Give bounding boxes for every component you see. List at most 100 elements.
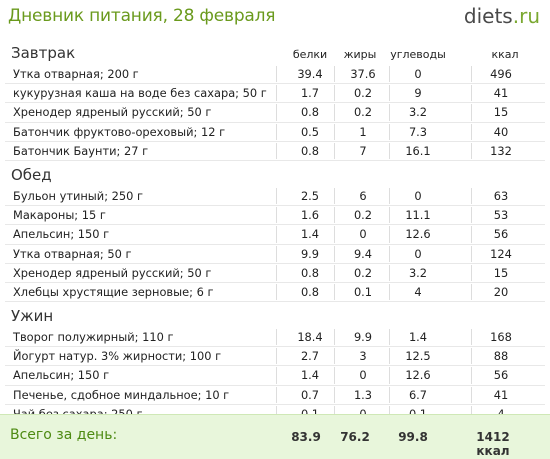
food-protein: 1.7 <box>300 86 320 101</box>
food-row: Йогурт натур. 3% жирности; 100 г 2.7 3 12.5… <box>5 347 545 367</box>
column-divider <box>334 264 335 281</box>
food-protein: 0.8 <box>300 143 320 158</box>
food-kcal: 124 <box>490 246 512 261</box>
food-name: Йогурт натур. 3% жирности; 100 г <box>13 349 222 364</box>
totals-kcal: 1412 ккал <box>476 430 510 458</box>
food-kcal: 63 <box>493 188 509 203</box>
column-header-kcal: ккал <box>491 48 519 61</box>
food-kcal: 41 <box>493 86 509 101</box>
food-row: Бульон утиный; 250 г 2.5 6 0 63 <box>5 187 545 207</box>
column-divider <box>334 104 335 121</box>
column-divider <box>276 264 277 281</box>
column-divider <box>276 66 277 83</box>
column-divider <box>334 207 335 224</box>
food-name: Макароны; 15 г <box>13 208 106 223</box>
column-divider <box>276 245 277 262</box>
column-divider <box>334 66 335 83</box>
page-header: Дневник питания, 28 февраля diets.ru <box>0 0 550 38</box>
column-divider <box>276 283 277 301</box>
column-divider <box>276 85 277 102</box>
column-header-carbs: углеводы <box>390 48 446 61</box>
column-divider <box>389 104 390 121</box>
section-header: Завтрак белки жиры углеводы ккал <box>5 44 545 65</box>
page-title: Дневник питания, 28 февраля <box>8 6 276 26</box>
food-protein: 18.4 <box>297 330 323 345</box>
food-fat: 37.6 <box>350 67 376 81</box>
food-row: Апельсин; 150 г 1.4 0 12.6 56 <box>5 366 545 386</box>
column-divider <box>389 207 390 224</box>
column-divider <box>471 123 472 140</box>
diary-table: Завтрак белки жиры углеводы ккал Утка отварна… <box>5 44 545 424</box>
food-protein: 0.8 <box>300 265 320 280</box>
column-divider <box>334 142 335 159</box>
food-carbs: 12.6 <box>405 368 431 383</box>
food-kcal: 53 <box>493 208 509 223</box>
section-title: Ужин <box>11 307 54 326</box>
food-name: кукурузная каша на воде без сахара; 50 г <box>13 86 267 101</box>
food-carbs: 4 <box>414 284 422 299</box>
column-divider <box>334 187 335 205</box>
column-divider <box>389 264 390 281</box>
column-divider <box>334 226 335 243</box>
food-protein: 1.4 <box>300 227 320 242</box>
column-divider <box>471 348 472 365</box>
food-protein: 2.5 <box>300 188 320 203</box>
food-fat: 0 <box>333 407 393 421</box>
site-logo[interactable]: diets.ru <box>464 4 540 28</box>
food-kcal: 15 <box>493 265 509 280</box>
column-divider <box>471 405 472 422</box>
column-divider <box>334 348 335 365</box>
column-divider <box>389 367 390 384</box>
food-name: Хлебцы хрустящие зерновые; 6 г <box>13 284 214 299</box>
food-kcal: 20 <box>493 284 509 299</box>
column-divider <box>334 405 335 422</box>
column-divider <box>389 245 390 262</box>
column-divider <box>389 85 390 102</box>
column-divider <box>334 386 335 403</box>
column-divider <box>389 386 390 403</box>
food-kcal: 41 <box>493 387 509 402</box>
food-fat: 0.2 <box>353 86 373 101</box>
column-divider <box>276 142 277 159</box>
food-name: Утка отварная; 200 г <box>13 67 139 81</box>
food-carbs: 3.2 <box>408 105 428 120</box>
column-divider <box>276 367 277 384</box>
food-name: Хренодер ядреный русский; 50 г <box>13 265 212 280</box>
food-kcal: 168 <box>490 330 512 345</box>
food-kcal: 496 <box>490 67 512 81</box>
column-divider <box>276 123 277 140</box>
food-protein: 1.6 <box>300 208 320 223</box>
food-row: Печенье, сдобное миндальное; 10 г 0.7 1.3 6… <box>5 386 545 405</box>
totals-label: Всего за день: <box>10 427 118 443</box>
column-divider <box>471 264 472 281</box>
food-row: Хренодер ядреный русский; 50 г 0.8 0.2 3.2 1… <box>5 103 545 123</box>
daily-totals: Всего за день: 83.9 76.2 99.8 1412 ккал <box>0 414 550 459</box>
column-divider <box>334 123 335 140</box>
food-carbs: 12.5 <box>405 349 431 364</box>
food-fat: 1 <box>359 124 367 139</box>
column-divider <box>389 348 390 365</box>
food-name: Творог полужирный; 110 г <box>13 330 174 345</box>
food-name: Печенье, сдобное миндальное; 10 г <box>13 387 230 402</box>
food-carbs: 7.3 <box>408 124 428 139</box>
food-protein: 2.7 <box>300 349 320 364</box>
column-divider <box>471 245 472 262</box>
food-fat: 9.4 <box>353 246 373 261</box>
column-divider <box>276 207 277 224</box>
logo-tld: .ru <box>512 4 540 28</box>
column-divider <box>276 329 277 346</box>
food-name: Хренодер ядреный русский; 50 г <box>13 105 212 120</box>
food-fat: 0 <box>359 227 367 242</box>
column-divider <box>334 329 335 346</box>
column-divider <box>471 207 472 224</box>
column-divider <box>334 245 335 262</box>
column-divider <box>276 187 277 205</box>
food-row: Батончик фруктово-ореховый; 12 г 0.5 1 7.3 4… <box>5 123 545 142</box>
column-divider <box>471 85 472 102</box>
food-row: Утка отварная; 200 г 39.4 37.6 0 496 <box>5 65 545 85</box>
food-name: Апельсин; 150 г <box>13 368 110 383</box>
food-row: Утка отварная; 50 г 9.9 9.4 0 124 <box>5 245 545 264</box>
food-fat: 0.1 <box>353 284 373 299</box>
column-divider <box>471 187 472 205</box>
food-carbs: 3.2 <box>408 265 428 280</box>
